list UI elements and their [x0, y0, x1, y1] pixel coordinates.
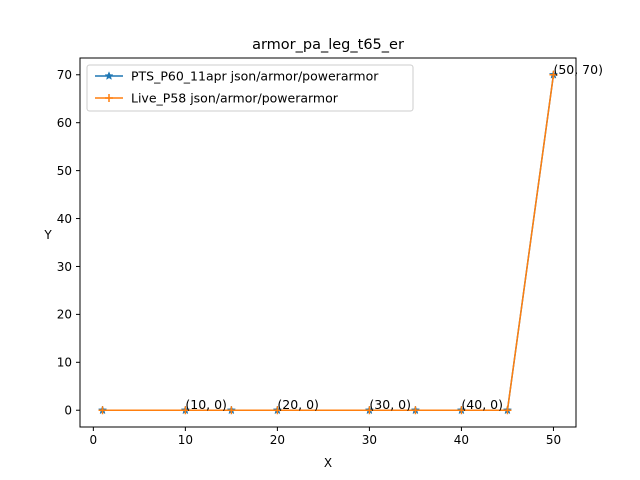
x-tick-label: 30 — [362, 433, 377, 447]
data-point — [181, 406, 190, 415]
legend: PTS_P60_11apr json/armor/powerarmor Live_… — [86, 64, 414, 112]
y-tick-label: 20 — [57, 308, 72, 322]
data-label: (10, 0) — [185, 397, 227, 412]
chart-title: armor_pa_leg_t65_er — [252, 37, 404, 53]
x-tick-label: 20 — [270, 433, 285, 447]
data-point — [98, 406, 107, 415]
data-point — [227, 406, 236, 415]
plot-annotations: (10, 0) (20, 0) (30, 0) (40, 0) (50, 70) — [185, 62, 603, 412]
y-tick-label: 60 — [57, 116, 72, 130]
data-label: (40, 0) — [461, 397, 503, 412]
legend-label: Live_P58 json/armor/powerarmor — [131, 91, 339, 106]
y-tick-label: 70 — [57, 68, 72, 82]
y-axis-ticks: 0 10 20 30 40 50 60 70 — [57, 68, 80, 418]
x-tick-label: 40 — [454, 433, 469, 447]
legend-label: PTS_P60_11apr json/armor/powerarmor — [131, 69, 379, 84]
data-point — [549, 70, 558, 79]
legend-entry: PTS_P60_11apr json/armor/powerarmor — [95, 69, 379, 84]
data-label: (30, 0) — [369, 397, 411, 412]
legend-marker — [105, 94, 113, 102]
data-point — [365, 406, 374, 415]
y-axis-label: Y — [43, 228, 52, 242]
y-tick-label: 40 — [57, 212, 72, 226]
data-point — [457, 406, 466, 415]
x-tick-label: 50 — [546, 433, 561, 447]
data-point — [411, 406, 420, 415]
x-axis-ticks: 0 10 20 30 40 50 — [90, 427, 561, 447]
x-axis-label: X — [324, 456, 332, 470]
x-tick-label: 10 — [178, 433, 193, 447]
data-point — [273, 406, 282, 415]
legend-box — [86, 64, 414, 112]
y-tick-label: 10 — [57, 356, 72, 370]
legend-entry: Live_P58 json/armor/powerarmor — [95, 91, 339, 106]
plot-series — [97, 69, 559, 415]
y-tick-label: 30 — [57, 260, 72, 274]
data-label: (20, 0) — [277, 397, 319, 412]
y-tick-label: 50 — [57, 164, 72, 178]
plot-frame — [79, 57, 577, 428]
legend-marker — [104, 71, 114, 80]
y-tick-label: 0 — [64, 404, 72, 418]
series-2 — [98, 70, 558, 415]
data-label: (50, 70) — [553, 62, 603, 77]
x-tick-label: 0 — [90, 433, 98, 447]
data-point — [503, 406, 512, 415]
